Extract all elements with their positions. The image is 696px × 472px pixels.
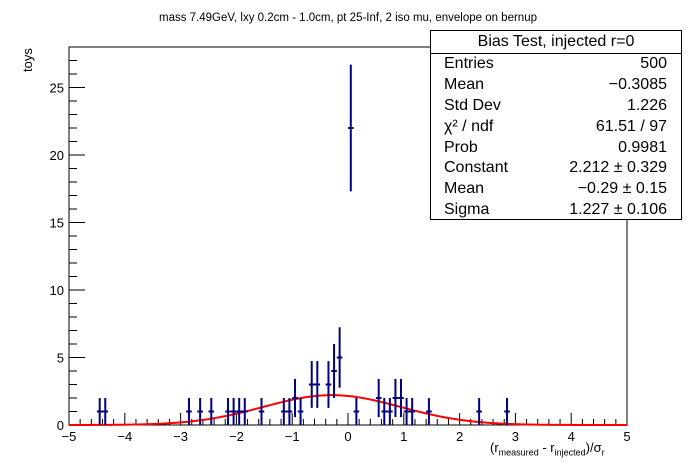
data-point — [336, 327, 343, 388]
stats-box: Bias Test, injected r=0 Entries 500 Mean −0… — [430, 30, 682, 220]
data-point — [314, 361, 321, 408]
data-point — [331, 344, 337, 398]
stats-label: Entries — [444, 55, 494, 72]
stats-label: Constant — [444, 159, 509, 177]
stats-label: Mean — [444, 75, 485, 93]
data-point — [348, 64, 354, 192]
stats-row: Sigma 1.227 ± 0.106 — [431, 200, 681, 221]
x-tick-label: 2 — [456, 429, 463, 444]
data-point — [236, 398, 242, 425]
y-tick-label: 0 — [57, 418, 64, 433]
stats-row: Mean −0.3085 — [431, 75, 681, 96]
data-point — [225, 398, 231, 425]
stats-row: Std Dev 1.226 — [431, 96, 681, 117]
stats-value: 61.51 / 97 — [595, 117, 667, 135]
stats-label: Prob — [444, 138, 478, 156]
data-point — [375, 378, 382, 418]
x-tick-label: 4 — [568, 429, 575, 444]
x-tick-label: −1 — [285, 429, 300, 444]
stats-row: Entries 500 — [431, 54, 681, 75]
x-tick-label: −2 — [229, 429, 244, 444]
data-point — [96, 398, 103, 425]
data-point — [426, 398, 432, 425]
data-point — [186, 398, 192, 425]
stats-value: 1.226 — [626, 96, 667, 114]
data-point — [409, 398, 415, 425]
stats-value: 500 — [640, 55, 667, 72]
stats-row: Prob 0.9981 — [431, 138, 681, 159]
stats-row: Constant 2.212 ± 0.329 — [431, 158, 681, 179]
data-point — [403, 398, 410, 425]
stats-value: 1.227 ± 0.106 — [569, 201, 667, 219]
data-point — [504, 398, 510, 425]
data-point — [102, 398, 109, 425]
data-point — [353, 398, 360, 425]
y-tick-label: 10 — [50, 283, 64, 298]
data-point — [387, 398, 393, 425]
data-point — [258, 398, 265, 425]
y-tick-label: 15 — [50, 216, 64, 231]
stats-value: 0.9981 — [618, 138, 667, 156]
y-tick-label: 25 — [50, 81, 64, 96]
y-axis-label: toys — [20, 48, 35, 72]
stats-value: −0.3085 — [608, 75, 667, 93]
x-tick-label: −4 — [117, 429, 132, 444]
stats-value: 2.212 ± 0.329 — [569, 159, 667, 177]
x-tick-label: 0 — [344, 429, 351, 444]
stats-row: Mean −0.29 ± 0.15 — [431, 179, 681, 200]
data-point — [197, 398, 203, 425]
data-point — [281, 398, 287, 425]
data-point — [398, 378, 404, 418]
x-tick-label: 3 — [512, 429, 519, 444]
data-point — [292, 378, 298, 418]
data-point — [381, 398, 388, 425]
x-tick-label: −3 — [173, 429, 188, 444]
stats-row: χ² / ndf 61.51 / 97 — [431, 117, 681, 138]
y-tick-label: 5 — [57, 351, 64, 366]
x-tick-label: 1 — [400, 429, 407, 444]
data-point — [392, 378, 399, 418]
stats-label: Std Dev — [444, 96, 501, 114]
stats-label: Sigma — [444, 201, 490, 219]
stats-value: −0.29 ± 0.15 — [577, 180, 667, 198]
data-point — [297, 398, 304, 425]
data-point — [308, 361, 315, 408]
x-tick-label: 5 — [623, 429, 630, 444]
x-tick-label: −5 — [62, 429, 77, 444]
data-point — [208, 398, 215, 425]
data-point — [286, 398, 293, 425]
x-axis-label: (rmeasured - rinjected)/σr — [490, 440, 605, 458]
stats-label: Mean — [444, 180, 485, 198]
data-point — [325, 361, 332, 408]
chart-title: mass 7.49GeV, lxy 0.2cm - 1.0cm, pt 25-I… — [159, 12, 537, 24]
y-tick-label: 20 — [50, 148, 64, 163]
stats-label: χ² / ndf — [444, 117, 494, 135]
data-point — [230, 398, 237, 425]
stats-title: Bias Test, injected r=0 — [431, 31, 681, 54]
gaussian-fit-curve — [69, 394, 627, 426]
data-point — [476, 398, 482, 425]
data-point — [241, 398, 248, 425]
